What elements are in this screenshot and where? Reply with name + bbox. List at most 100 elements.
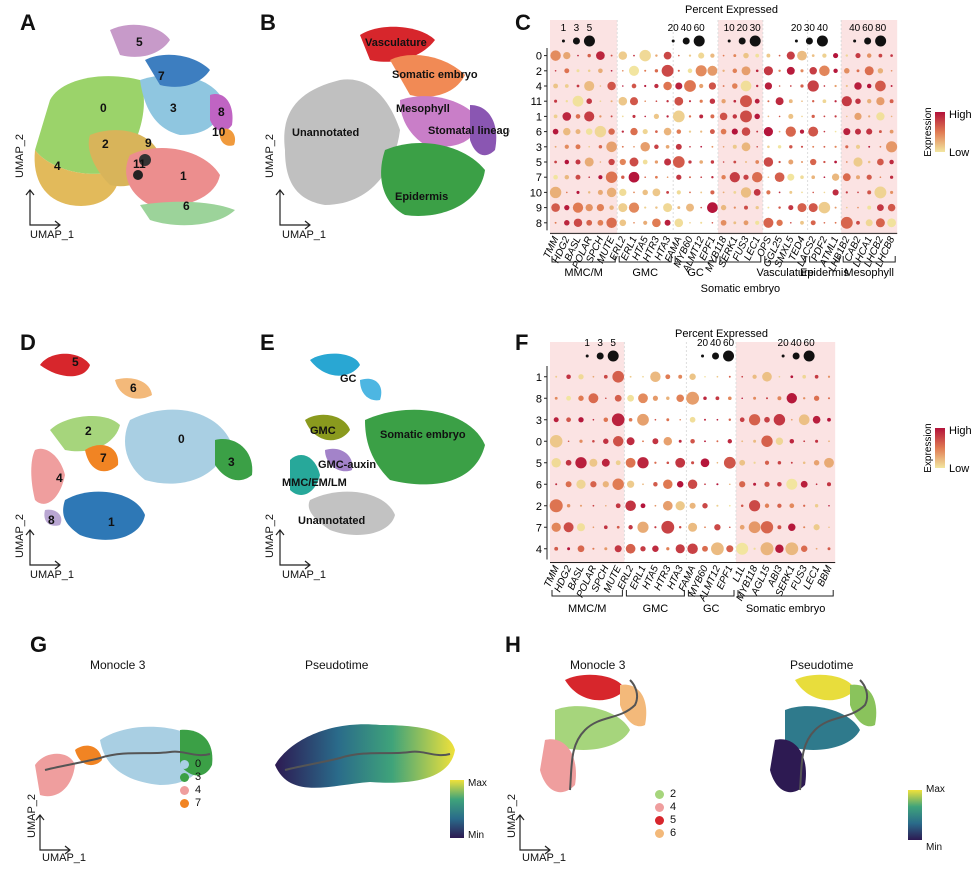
h-legend-swatch-2 xyxy=(655,789,664,799)
dot xyxy=(640,546,646,552)
dot xyxy=(689,373,696,380)
size-legend-dot xyxy=(794,39,798,43)
dot xyxy=(775,97,784,106)
dot xyxy=(715,396,720,401)
label-vasculature: Vasculature xyxy=(365,37,427,49)
dot xyxy=(633,221,635,224)
dot xyxy=(716,504,719,507)
dot xyxy=(606,217,617,229)
dot xyxy=(753,547,756,550)
dot xyxy=(709,98,716,104)
dot xyxy=(774,172,785,183)
dot xyxy=(789,503,795,509)
dot xyxy=(854,82,862,90)
dot xyxy=(572,95,584,107)
dot xyxy=(618,51,628,60)
dot xyxy=(764,82,773,90)
dot xyxy=(699,99,703,103)
dot xyxy=(727,396,732,401)
dot xyxy=(654,526,657,529)
g-pseudotime-plot xyxy=(275,724,455,788)
row-label: 0 xyxy=(536,436,542,448)
dot xyxy=(855,175,861,180)
dot xyxy=(722,69,725,72)
row-label: 6 xyxy=(536,127,542,139)
dot xyxy=(677,69,680,72)
dot xyxy=(876,97,885,106)
dot xyxy=(708,82,717,90)
dot xyxy=(813,460,820,466)
row-label: 4 xyxy=(536,544,542,556)
dot xyxy=(608,128,615,135)
panel-b-letter: B xyxy=(260,10,276,35)
dot xyxy=(661,520,675,534)
dot xyxy=(716,440,719,443)
dot xyxy=(549,499,563,513)
dot xyxy=(689,176,691,179)
dot xyxy=(721,99,726,104)
dot xyxy=(867,205,872,210)
umap-x-label-a: UMAP_1 xyxy=(30,229,75,241)
dot xyxy=(576,523,586,532)
colorbar-low: Low xyxy=(949,463,969,475)
dot xyxy=(699,114,704,119)
dot xyxy=(790,375,794,379)
dot xyxy=(675,457,686,468)
dot xyxy=(621,145,624,148)
size-legend-dot xyxy=(723,350,735,362)
dot xyxy=(594,125,607,138)
dot xyxy=(778,130,781,133)
cluster-label-4: 4 xyxy=(54,159,61,173)
size-legend-dot xyxy=(864,37,872,45)
group-bracket xyxy=(719,256,762,263)
dot xyxy=(614,545,622,553)
dot xyxy=(554,99,558,103)
dot xyxy=(604,547,608,551)
dot xyxy=(797,203,807,213)
size-legend-dot xyxy=(671,39,675,43)
dot xyxy=(711,542,724,556)
dot xyxy=(592,504,595,507)
dot xyxy=(699,83,704,89)
group-bracket xyxy=(551,256,616,263)
dot xyxy=(802,374,807,379)
dot xyxy=(867,99,872,104)
dot xyxy=(578,417,584,423)
dot xyxy=(807,80,819,92)
cluster-label-6: 6 xyxy=(183,199,190,213)
dot xyxy=(733,221,737,225)
dot xyxy=(663,203,673,213)
group-label: GC xyxy=(703,603,720,615)
dot xyxy=(733,190,737,194)
d-label-4: 4 xyxy=(56,471,63,485)
dot xyxy=(773,414,786,426)
dot xyxy=(564,68,570,74)
h-legend-swatch-5 xyxy=(655,815,664,825)
cluster-label-1: 1 xyxy=(180,169,187,183)
umap-y-label-b: UMAP_2 xyxy=(264,133,276,178)
dot xyxy=(700,191,703,194)
dot xyxy=(618,96,628,106)
dot xyxy=(584,111,595,122)
dot xyxy=(889,99,894,104)
cluster-label-5: 5 xyxy=(136,35,143,49)
size-legend-dot xyxy=(701,354,705,358)
dot xyxy=(555,483,558,486)
dot xyxy=(621,69,624,72)
dot xyxy=(663,479,673,489)
group-label: MMC/M xyxy=(568,603,607,615)
dot xyxy=(827,375,831,378)
dot xyxy=(590,481,597,488)
label-epidermis: Epidermis xyxy=(395,191,448,203)
g-monocle-plot xyxy=(35,726,213,855)
dot xyxy=(665,374,671,380)
dot xyxy=(700,458,710,468)
dot xyxy=(814,504,819,508)
dot xyxy=(663,51,672,60)
size-legend-dot xyxy=(805,37,813,45)
dot xyxy=(789,145,793,149)
dot xyxy=(551,203,560,212)
size-legend-label: 5 xyxy=(587,23,593,34)
row-label: 10 xyxy=(530,187,542,199)
